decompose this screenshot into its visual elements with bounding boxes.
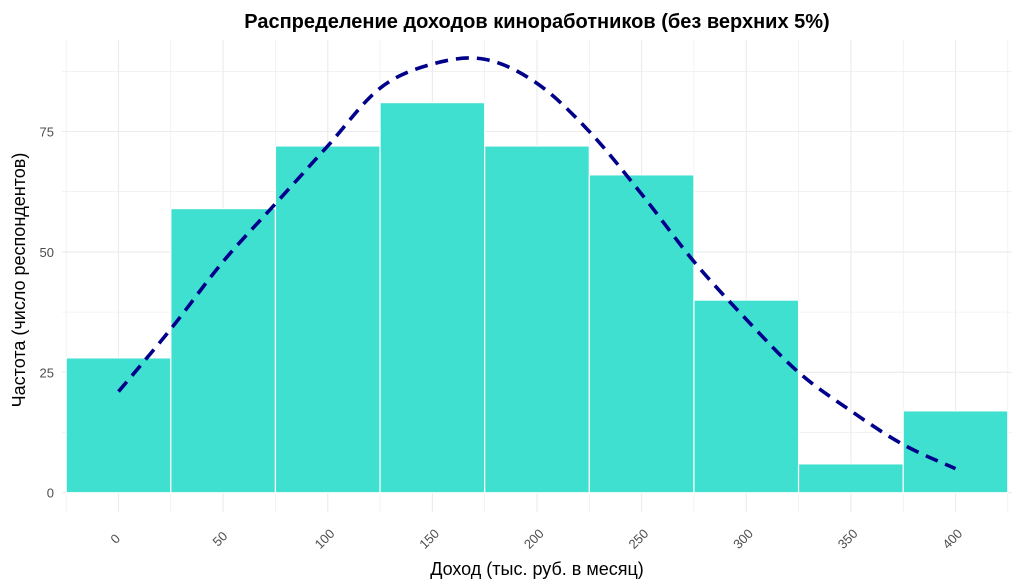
histogram-bar [65, 357, 172, 494]
histogram-bar [170, 207, 277, 494]
histogram-bar [693, 299, 800, 494]
y-tick-label: 50 [40, 245, 54, 260]
x-tick-label: 200 [521, 526, 547, 552]
histogram-bar [797, 463, 904, 494]
x-tick-label: 50 [210, 528, 231, 549]
bars-layer [65, 102, 1009, 494]
histogram-bar [379, 102, 486, 494]
density-curve [117, 56, 957, 471]
y-tick-label: 75 [40, 125, 54, 140]
x-axis-label: Доход (тыс. руб. в месяц) [430, 559, 644, 579]
x-tick-label: 100 [312, 526, 338, 552]
y-axis-label: Частота (число респондентов) [9, 153, 29, 408]
histogram-bar [902, 410, 1009, 494]
histogram-bar [274, 145, 381, 494]
x-tick-label: 350 [835, 526, 861, 552]
x-tick-label: 250 [625, 526, 651, 552]
x-tick-label: 150 [416, 526, 442, 552]
chart-title: Распределение доходов киноработников (бе… [244, 11, 829, 33]
y-tick-label: 25 [40, 365, 54, 380]
histogram-bar [588, 174, 695, 494]
x-tick-label: 400 [939, 526, 965, 552]
y-tick-label: 0 [47, 486, 54, 501]
histogram-bar [484, 145, 590, 494]
x-tick-label: 0 [107, 531, 123, 547]
x-tick-label: 300 [730, 526, 756, 552]
